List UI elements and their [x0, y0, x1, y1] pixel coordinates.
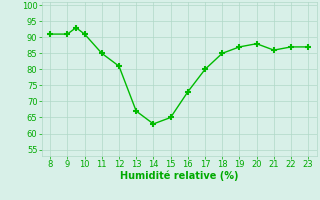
- X-axis label: Humidité relative (%): Humidité relative (%): [120, 171, 238, 181]
